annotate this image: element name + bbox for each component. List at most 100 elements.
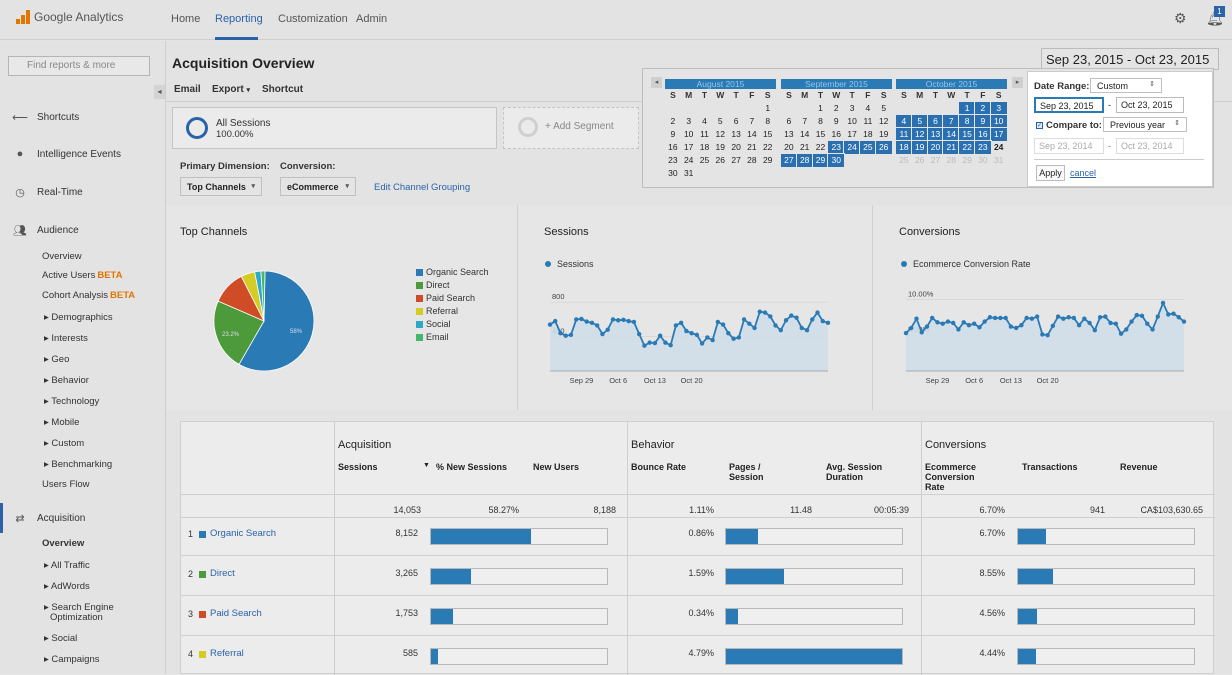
channel-link[interactable]: Referral [210, 648, 244, 659]
data-point[interactable] [757, 309, 763, 314]
data-point[interactable] [710, 337, 715, 343]
data-point[interactable] [699, 341, 705, 346]
data-point[interactable] [579, 316, 584, 322]
calendar-day[interactable]: 19 [878, 129, 889, 139]
data-point[interactable] [736, 335, 742, 340]
acq-campaigns[interactable]: ▸ Campaigns [44, 654, 100, 665]
data-point[interactable] [799, 325, 804, 331]
data-point[interactable] [1181, 319, 1187, 324]
calendar-day[interactable]: 30 [827, 153, 846, 168]
data-point[interactable] [820, 318, 825, 324]
data-point[interactable] [547, 322, 553, 327]
acq-all-traffic[interactable]: ▸ All Traffic [44, 560, 90, 571]
pie-slice-organic-search[interactable] [238, 270, 315, 372]
calendar-day[interactable]: 16 [668, 142, 678, 152]
calendar-day[interactable]: 27 [731, 155, 741, 165]
cancel-link[interactable]: cancel [1070, 168, 1097, 178]
data-point[interactable] [747, 321, 752, 326]
data-point[interactable] [1003, 315, 1008, 321]
calendar-day[interactable]: 23 [973, 140, 992, 155]
calendar-day[interactable]: 10 [989, 114, 1008, 129]
calendar-day[interactable]: 8 [765, 116, 771, 126]
calendar-day[interactable]: 29 [811, 153, 830, 168]
calendar-day[interactable]: 30 [668, 168, 678, 178]
nav-home[interactable]: Home [171, 13, 201, 25]
start-date-input[interactable]: Sep 23, 2015 [1034, 97, 1104, 113]
calendar-day[interactable]: 17 [683, 142, 694, 152]
header-bounce-rate[interactable]: Bounce Rate [631, 462, 687, 472]
calendar-day[interactable]: 6 [786, 116, 792, 126]
calendar-day[interactable]: 28 [795, 153, 814, 168]
data-point[interactable] [778, 327, 783, 333]
header-transactions[interactable]: Transactions [1022, 462, 1078, 472]
acq-overview[interactable]: Overview [42, 538, 85, 549]
header-avg-duration[interactable]: Avg. Session Duration [826, 462, 883, 482]
data-point[interactable] [1050, 323, 1056, 329]
data-point[interactable] [652, 340, 658, 346]
calendar-day[interactable]: 15 [958, 127, 976, 142]
calendar-day[interactable]: 24 [993, 142, 1004, 152]
audience-behavior[interactable]: ▸ Behavior [44, 375, 89, 386]
calendar-day[interactable]: 28 [747, 155, 757, 165]
data-point[interactable] [951, 320, 956, 326]
date-range-mode-select[interactable]: Custom ⇕ [1090, 78, 1162, 93]
header-new-sessions[interactable]: % New Sessions [436, 462, 508, 472]
data-point[interactable] [1108, 320, 1113, 326]
audience-technology[interactable]: ▸ Technology [44, 396, 100, 407]
data-point[interactable] [626, 318, 631, 324]
calendar-day[interactable]: 4 [895, 114, 913, 129]
calendar-day[interactable]: 25 [858, 140, 877, 155]
calendar-day[interactable]: 2 [833, 103, 839, 113]
calendar-day[interactable]: 1 [818, 103, 823, 113]
data-point[interactable] [663, 340, 668, 345]
data-point[interactable] [1029, 316, 1035, 321]
data-point[interactable] [726, 330, 731, 336]
data-point[interactable] [1019, 322, 1024, 328]
data-point[interactable] [673, 323, 679, 328]
calendar-day[interactable]: 22 [958, 140, 976, 155]
data-point[interactable] [762, 310, 768, 315]
calendar-day[interactable]: 18 [895, 140, 913, 155]
audience-benchmarking[interactable]: ▸ Benchmarking [44, 459, 113, 470]
calendar-day[interactable]: 19 [910, 140, 929, 155]
data-point[interactable] [1055, 314, 1061, 319]
add-segment-button[interactable] [503, 107, 639, 149]
email-button[interactable]: Email [174, 84, 201, 95]
data-point[interactable] [553, 318, 558, 324]
audience-geo[interactable]: ▸ Geo [44, 354, 70, 365]
calendar-day[interactable]: 21 [942, 140, 961, 155]
calendar-day[interactable]: 1 [958, 101, 976, 116]
data-point[interactable] [684, 328, 689, 334]
data-point[interactable] [715, 319, 721, 325]
data-point[interactable] [768, 314, 773, 319]
data-point[interactable] [1061, 316, 1066, 321]
calendar-day[interactable]: 30 [978, 155, 988, 165]
data-point[interactable] [1145, 321, 1150, 326]
data-point[interactable] [1013, 325, 1019, 331]
data-point[interactable] [589, 320, 595, 326]
pie-slice-email[interactable] [260, 270, 266, 322]
data-point[interactable] [914, 316, 919, 321]
data-point[interactable] [1171, 311, 1176, 316]
calendar-day[interactable]: 27 [930, 155, 941, 165]
data-point[interactable] [982, 319, 987, 324]
data-point[interactable] [678, 320, 684, 326]
export-button[interactable]: Export ▾ [212, 84, 250, 95]
data-point[interactable] [945, 319, 951, 324]
data-point[interactable] [783, 318, 789, 323]
sidebar-item-shortcuts[interactable]: Shortcuts [37, 112, 80, 123]
data-point[interactable] [621, 317, 626, 323]
data-point[interactable] [924, 324, 930, 329]
edit-channel-grouping-link[interactable]: Edit Channel Grouping [374, 182, 471, 193]
data-point[interactable] [1076, 322, 1082, 328]
calendar-day[interactable]: 19 [715, 142, 726, 152]
calendar-day[interactable]: 29 [962, 155, 972, 165]
calendar-day[interactable]: 16 [831, 129, 842, 139]
channel-link[interactable]: Direct [210, 568, 235, 579]
data-point[interactable] [1071, 315, 1077, 321]
data-point[interactable] [1024, 315, 1029, 321]
data-point[interactable] [631, 319, 637, 325]
conversion-select[interactable]: eCommerce ▾ [280, 177, 356, 196]
header-sessions[interactable]: Sessions [338, 462, 378, 472]
data-point[interactable] [1066, 315, 1071, 320]
